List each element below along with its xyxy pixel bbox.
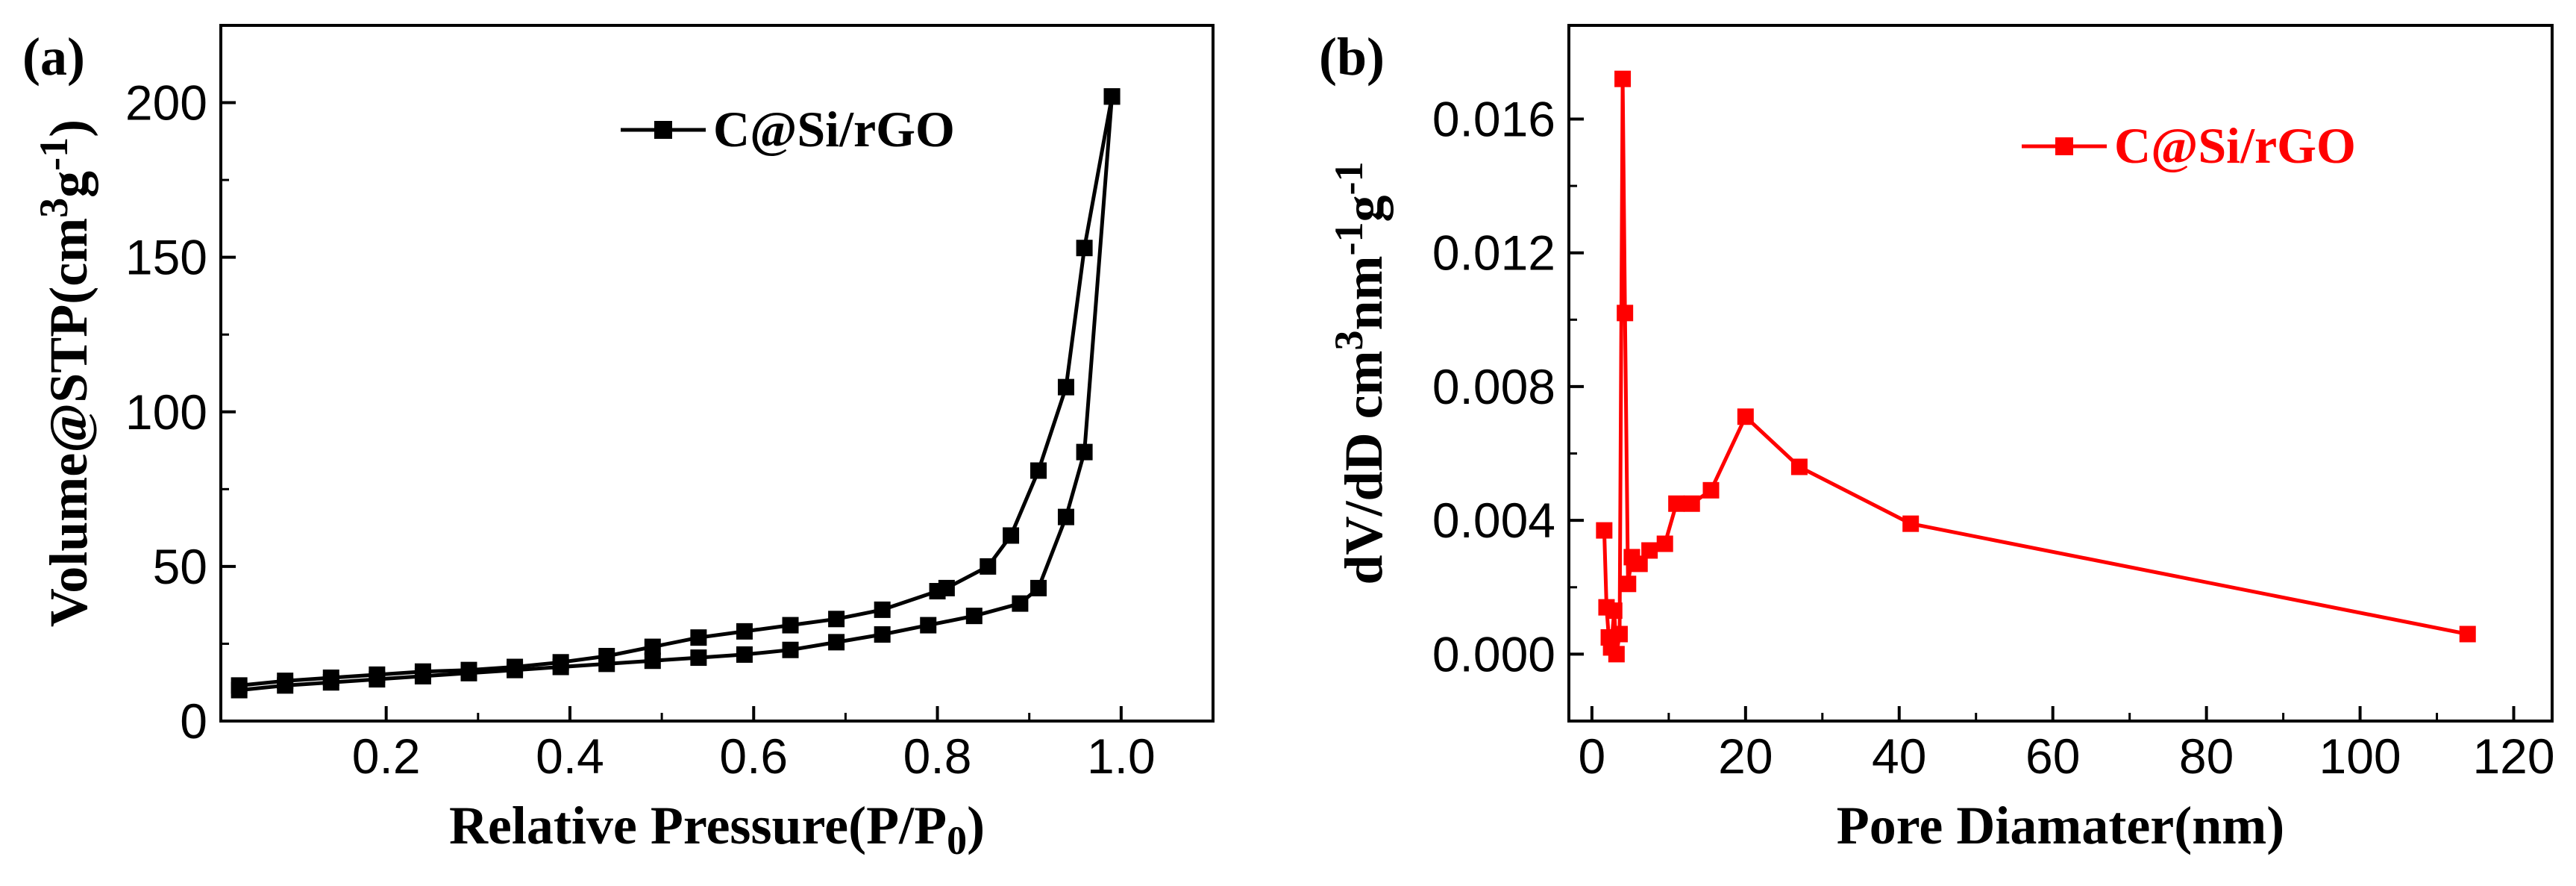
- data-point-b: [1608, 646, 1625, 663]
- legend-label-a: C@Si/rGO: [713, 101, 955, 157]
- data-point-b: [1683, 495, 1700, 512]
- legend-b: C@Si/rGO: [2022, 117, 2356, 174]
- x-tick-label-a: 0.8: [903, 729, 972, 784]
- series-line-a-1: [239, 96, 1114, 687]
- data-point-b: [1605, 602, 1623, 620]
- x-tick-label-a: 1.0: [1087, 729, 1156, 784]
- y-tick-label-a: 50: [153, 539, 207, 594]
- data-point-b: [1737, 408, 1754, 425]
- data-point-b: [1614, 70, 1632, 87]
- data-point-a: [736, 623, 753, 640]
- data-point-b: [1790, 458, 1808, 475]
- data-point-a: [1003, 527, 1020, 544]
- data-point-a: [507, 658, 524, 676]
- y-ticks-b: 0.000 0.004 0.008 0.012 0.016: [1432, 91, 1584, 681]
- y-tick-label-a: 150: [125, 230, 207, 285]
- x-tick-label-b: 120: [2472, 729, 2554, 784]
- y-tick-label-b: 0.012: [1432, 225, 1555, 281]
- data-point-a: [644, 652, 661, 670]
- x-tick-label-b: 60: [2025, 729, 2080, 784]
- legend-marker-a: [654, 121, 672, 139]
- data-point-b: [1656, 535, 1673, 552]
- x-axis-title-b: Pore Diamater(nm): [1837, 796, 2284, 855]
- data-point-a: [552, 654, 569, 671]
- y-tick-label-b: 0.004: [1432, 493, 1555, 548]
- y-tick-label-b: 0.016: [1432, 91, 1555, 146]
- data-point-b: [1617, 305, 1634, 322]
- x-tick-label-b: 80: [2179, 729, 2234, 784]
- data-point-a: [598, 648, 615, 665]
- y-ticks-a: 0 50 100 150 200: [125, 75, 236, 749]
- data-point-a: [874, 601, 891, 618]
- y-axis-title-a: Volume@STP(cm3g-1): [31, 119, 98, 627]
- series-line-a-0: [239, 96, 1114, 693]
- data-point-a: [277, 673, 294, 690]
- y-tick-label-a: 100: [125, 384, 207, 440]
- x-tick-label-b: 20: [1718, 729, 1773, 784]
- data-point-a: [414, 663, 431, 680]
- data-point-b: [2459, 625, 2476, 643]
- panel-b: 0 20 40 60 80 100 120 0.000 0.004 0.008 0.012 0.01…: [1319, 24, 2555, 855]
- data-point-a: [980, 558, 997, 575]
- legend-label-b: C@Si/rGO: [2114, 117, 2356, 174]
- x-tick-label-a: 0.2: [352, 729, 421, 784]
- x-tick-label-a: 0.6: [719, 729, 788, 784]
- data-point-b: [1668, 495, 1685, 512]
- data-point-a: [690, 649, 707, 667]
- data-point-a: [690, 629, 707, 646]
- data-point-b: [1611, 625, 1628, 643]
- y-tick-label-a: 0: [180, 693, 207, 749]
- data-point-a: [828, 611, 845, 628]
- data-point-a: [736, 646, 753, 663]
- data-point-a: [828, 634, 845, 651]
- data-point-a: [644, 638, 661, 655]
- legend-marker-b: [2055, 137, 2073, 155]
- data-point-a: [920, 617, 937, 634]
- plot-frame-a: [219, 24, 1215, 723]
- panel-a: 0.2 0.4 0.6 0.8 1.0 0 50 100 150 200 (a) C@Si/rG…: [22, 24, 1215, 863]
- data-point-a: [874, 626, 891, 643]
- x-tick-label-b: 100: [2319, 729, 2401, 784]
- plot-frame-b: [1567, 24, 2554, 723]
- data-point-b: [1641, 542, 1658, 559]
- data-point-a: [782, 617, 799, 634]
- data-point-a: [1076, 443, 1093, 461]
- x-ticks-b: 0 20 40 60 80 100 120: [1579, 706, 2555, 784]
- x-ticks-a: 0.2 0.4 0.6 0.8 1.0: [352, 706, 1156, 784]
- data-point-b: [1620, 575, 1637, 593]
- data-point-b: [1702, 481, 1720, 499]
- data-point-b: [1596, 522, 1613, 539]
- data-point-a: [1057, 508, 1074, 525]
- series-a: [231, 88, 1121, 699]
- x-tick-label-b: 40: [1872, 729, 1926, 784]
- panel-label-b: (b): [1319, 27, 1385, 87]
- legend-a: C@Si/rGO: [621, 101, 955, 157]
- data-point-a: [1076, 240, 1093, 257]
- data-point-a: [369, 666, 386, 683]
- x-axis-title-a: Relative Pressure(P/P0): [449, 796, 985, 863]
- data-point-a: [929, 583, 946, 600]
- data-point-b: [1631, 555, 1648, 573]
- data-point-a: [1057, 378, 1074, 396]
- data-point-a: [1012, 595, 1029, 612]
- data-point-a: [460, 661, 477, 678]
- x-tick-label-a: 0.4: [536, 729, 604, 784]
- panel-label-a: (a): [22, 27, 85, 87]
- y-axis-title-b: dV/dD cm3nm-1g-1: [1326, 161, 1394, 584]
- y-tick-label-b: 0.000: [1432, 626, 1555, 681]
- data-point-a: [1103, 88, 1121, 105]
- y-tick-label-b: 0.008: [1432, 359, 1555, 414]
- data-point-a: [1030, 462, 1047, 479]
- y-tick-label-a: 200: [125, 75, 207, 131]
- series-b: [1596, 70, 2476, 663]
- data-point-a: [1030, 579, 1047, 596]
- data-point-a: [965, 608, 983, 625]
- data-point-a: [231, 677, 248, 694]
- data-point-a: [782, 641, 799, 658]
- data-point-b: [1902, 515, 1920, 532]
- data-point-a: [322, 670, 339, 687]
- x-tick-label-b: 0: [1579, 729, 1606, 784]
